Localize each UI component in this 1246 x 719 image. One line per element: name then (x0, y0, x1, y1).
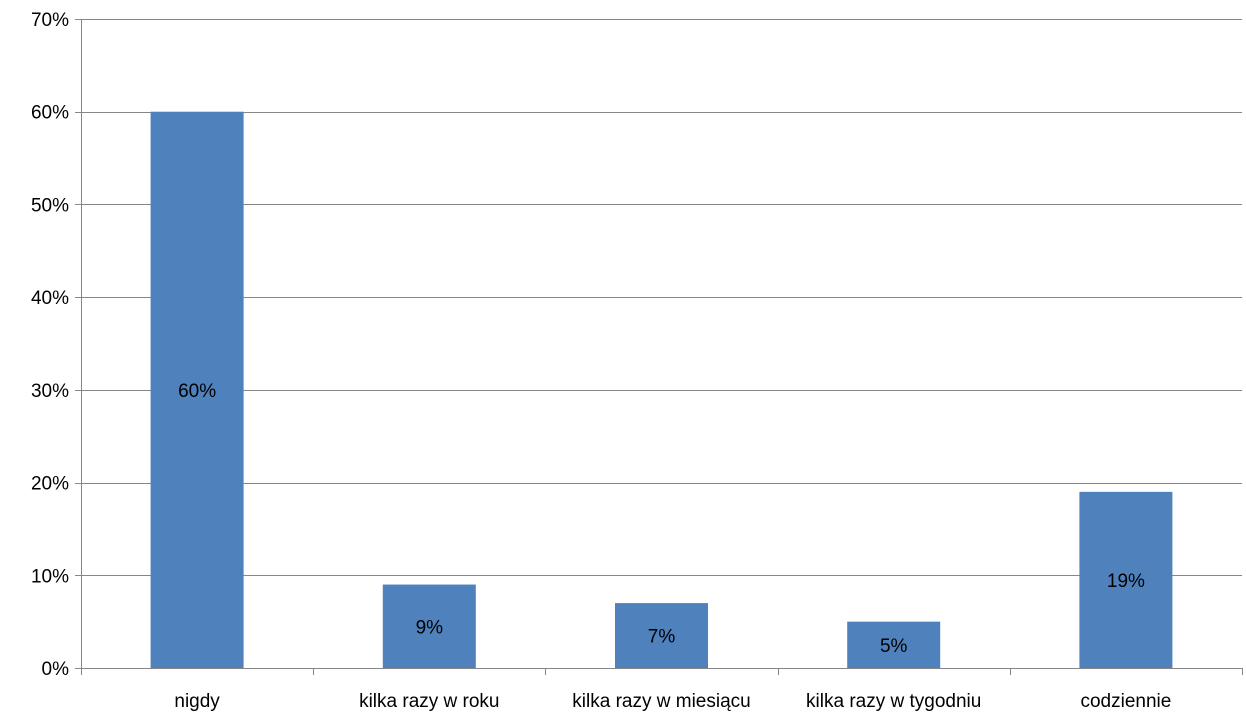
y-tick-label: 70% (31, 10, 69, 31)
bar (150, 111, 244, 668)
bar (615, 603, 708, 668)
data-label: 7% (648, 627, 676, 648)
gridlines (81, 19, 1242, 576)
y-tick-label: 50% (31, 195, 69, 216)
data-labels: 60% 9% 7% 5% 19% (178, 381, 1145, 657)
data-label: 60% (178, 381, 216, 402)
data-label: 9% (416, 617, 444, 638)
bar (1079, 491, 1173, 668)
y-tick-label: 60% (31, 103, 69, 124)
y-tick-label: 30% (31, 381, 69, 402)
x-category-label: kilka razy w tygodniu (806, 691, 981, 712)
y-tick-label: 10% (31, 566, 69, 587)
y-tick-label: 40% (31, 288, 69, 309)
bar (847, 621, 941, 668)
x-category-label: nigdy (174, 691, 220, 712)
bar (382, 584, 476, 668)
bars (150, 111, 1173, 668)
x-category-label: codziennie (1080, 691, 1171, 712)
x-category-label: kilka razy w miesiącu (572, 691, 750, 712)
x-category-label: kilka razy w roku (359, 691, 499, 712)
y-tick-label: 0% (42, 659, 70, 680)
x-axis-category-labels: nigdy kilka razy w roku kilka razy w miesi… (174, 691, 1171, 712)
axes (75, 19, 1243, 675)
data-label: 19% (1107, 571, 1145, 592)
data-label: 5% (880, 636, 908, 657)
y-axis-tick-labels: 0% 10% 20% 30% 40% 50% 60% 70% (31, 10, 69, 680)
y-tick-label: 20% (31, 474, 69, 495)
